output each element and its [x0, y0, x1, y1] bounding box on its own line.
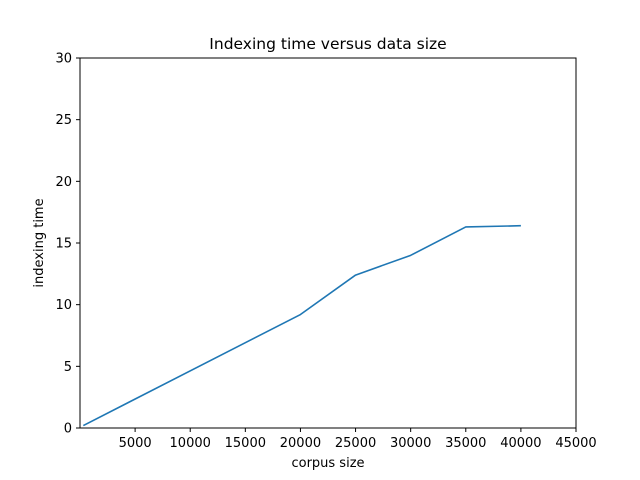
- x-tick-label: 30000: [390, 436, 431, 451]
- x-tick-label: 5000: [119, 436, 152, 451]
- x-tick-label: 40000: [500, 436, 541, 451]
- x-tick-label: 45000: [555, 436, 596, 451]
- x-tick-label: 20000: [280, 436, 321, 451]
- chart-title: Indexing time versus data size: [209, 35, 446, 53]
- x-axis-ticks: 5000 10000 15000 20000 25000 30000 35000 40000 4…: [119, 428, 597, 451]
- x-tick-label: 10000: [170, 436, 211, 451]
- x-tick-label: 35000: [445, 436, 486, 451]
- x-tick-label: 15000: [225, 436, 266, 451]
- y-tick-label: 15: [55, 237, 72, 252]
- y-axis-ticks: 0 5 10 15 20 25 30: [55, 52, 80, 437]
- y-tick-label: 10: [55, 298, 72, 313]
- y-tick-label: 0: [64, 422, 72, 437]
- x-tick-label: 25000: [335, 436, 376, 451]
- plot-area: [79, 57, 577, 429]
- series-layer: [82, 224, 521, 427]
- series-line: [82, 224, 521, 427]
- y-tick-label: 5: [64, 360, 72, 375]
- y-tick-label: 20: [55, 175, 72, 190]
- y-axis-label: indexing time: [32, 198, 47, 287]
- plot-frame: [79, 57, 577, 429]
- y-tick-label: 30: [55, 52, 72, 67]
- x-axis-label: corpus size: [291, 456, 364, 471]
- y-tick-label: 25: [55, 113, 72, 128]
